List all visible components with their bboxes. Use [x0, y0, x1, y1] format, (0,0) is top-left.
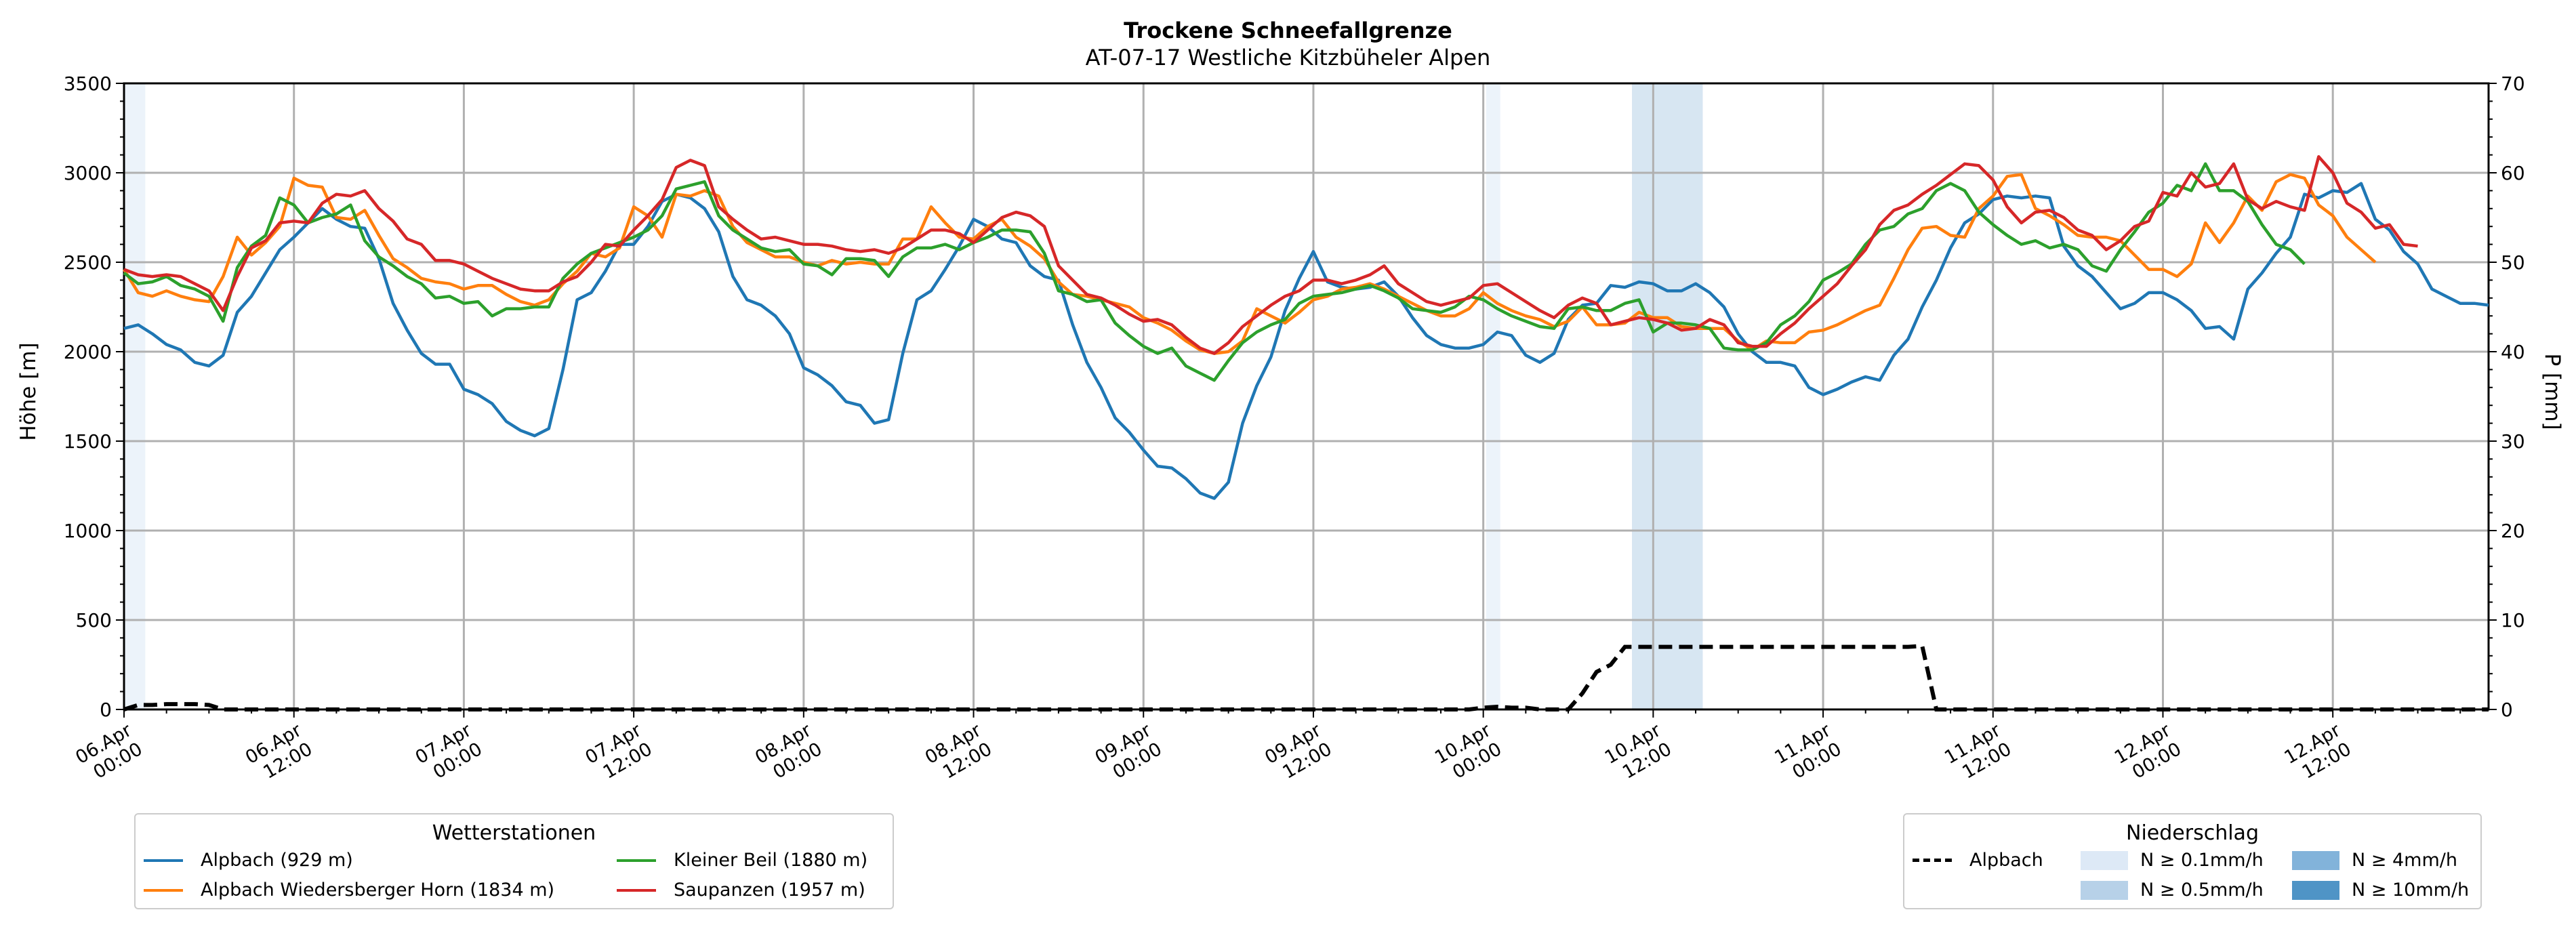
y2-tick-label: 60 [2501, 162, 2525, 184]
legend-label: N ≥ 10mm/h [2352, 880, 2470, 901]
legend-precip-title: Niederschlag [2126, 821, 2259, 845]
y2-tick-label: 70 [2501, 73, 2525, 95]
chart-title: Trockene Schneefallgrenze [1124, 18, 1452, 43]
y2-tick-label: 10 [2501, 609, 2525, 632]
legend-item-wiedersberger-horn: Alpbach Wiedersberger Horn (1834 m) [144, 880, 554, 901]
y2-axis-label: P [mm] [2540, 353, 2564, 430]
legend-stations: Wetterstationen Alpbach (929 m) Alpbach … [134, 813, 894, 909]
series-lines [123, 154, 2489, 500]
legend-swatch [2292, 880, 2339, 900]
y-tick-label: 1500 [64, 430, 112, 453]
legend-item-band-05: N ≥ 0.5mm/h [2081, 880, 2264, 901]
legend-swatch [2081, 880, 2128, 900]
y-tick-label: 3000 [64, 162, 112, 184]
legend-label: Kleiner Beil (1880 m) [674, 850, 868, 871]
y-tick-label: 0 [100, 699, 112, 721]
y2-tick-label: 20 [2501, 520, 2525, 542]
legend-swatch [144, 888, 183, 892]
precip-band [124, 83, 146, 709]
legend-label: Alpbach Wiedersberger Horn (1834 m) [201, 880, 555, 901]
precip-line-alpbach [123, 644, 2489, 711]
legend-swatch [617, 888, 656, 892]
legend-swatch [1913, 859, 1952, 862]
y2-tick-label: 40 [2501, 341, 2525, 363]
precip-bands [124, 83, 1703, 709]
tick-labels: 0 500 1000 1500 2000 2500 3000 3500 0 10 20 30 40 50 6… [64, 73, 2525, 783]
legend-label: N ≥ 4mm/h [2352, 850, 2457, 871]
y-tick-label: 500 [76, 609, 112, 632]
legend-stations-title: Wetterstationen [432, 821, 596, 845]
y-tick-label: 2000 [64, 341, 112, 363]
legend-item-alpbach: Alpbach (929 m) [144, 850, 353, 871]
precip-band [1632, 83, 1703, 709]
legend-item-kleiner-beil: Kleiner Beil (1880 m) [617, 850, 867, 871]
y2-tick-label: 0 [2501, 699, 2513, 721]
legend-label: Alpbach (929 m) [201, 850, 353, 871]
y-tick-label: 3500 [64, 73, 112, 95]
y-axis-label: Höhe [m] [16, 342, 41, 440]
series-line-3 [123, 154, 2418, 355]
y-tick-label: 1000 [64, 520, 112, 542]
chart-subtitle: AT-07-17 Westliche Kitzbüheler Alpen [1085, 45, 1491, 70]
axes [116, 82, 2497, 718]
legend-swatch [2292, 850, 2339, 870]
legend-label: N ≥ 0.1mm/h [2140, 850, 2264, 871]
legend-swatch [617, 859, 656, 862]
legend-item-saupanzen: Saupanzen (1957 m) [617, 880, 865, 901]
y-tick-label: 2500 [64, 251, 112, 274]
legend-swatch [144, 859, 183, 862]
legend-precipitation: Niederschlag Alpbach N ≥ 0.1mm/h N ≥ 0.5… [1903, 813, 2482, 909]
legend-swatch [2081, 850, 2128, 870]
y2-tick-label: 30 [2501, 430, 2525, 453]
grid [123, 82, 2489, 711]
legend-item-band-01: N ≥ 0.1mm/h [2081, 850, 2264, 871]
series-line-0 [123, 182, 2489, 500]
series-line-1 [123, 173, 2377, 355]
legend-item-band-10: N ≥ 10mm/h [2292, 880, 2469, 901]
legend-label: Alpbach [1969, 850, 2043, 871]
legend-item-precip-alpbach: Alpbach [1913, 850, 2043, 871]
legend-label: Saupanzen (1957 m) [674, 880, 865, 901]
series-line-2 [123, 162, 2306, 382]
precip-line [123, 644, 2489, 711]
legend-label: N ≥ 0.5mm/h [2140, 880, 2264, 901]
y2-tick-label: 50 [2501, 251, 2525, 274]
legend-item-band-4: N ≥ 4mm/h [2292, 850, 2457, 871]
precip-band [1486, 83, 1500, 709]
